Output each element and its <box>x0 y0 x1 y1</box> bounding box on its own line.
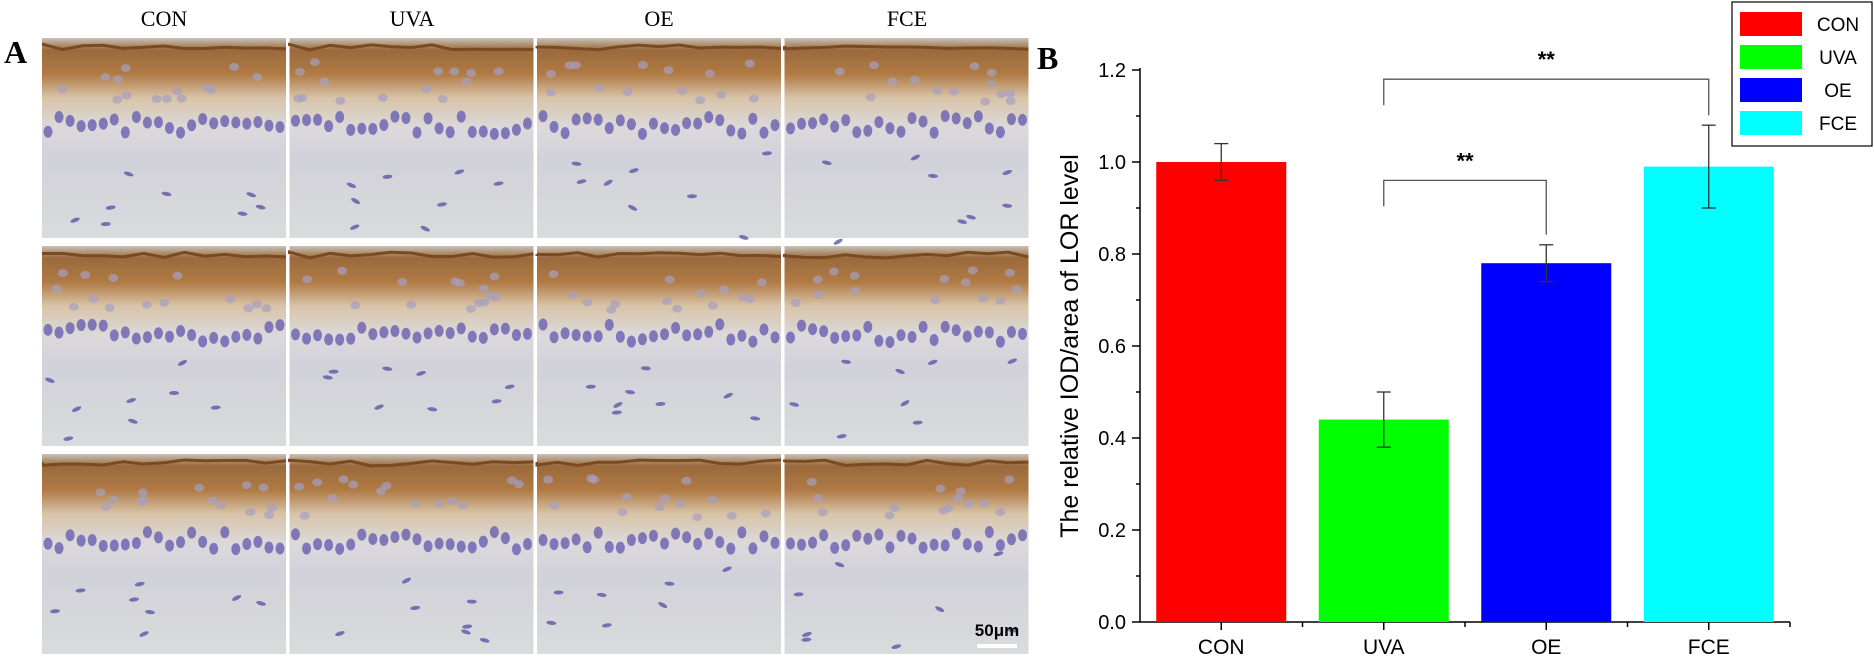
legend-label-fce: FCE <box>1819 114 1857 135</box>
bar-con <box>1156 162 1287 622</box>
column-label-oe: OE <box>644 6 674 31</box>
micrograph-tile-oe-3 <box>535 454 782 654</box>
legend-swatch-uva <box>1740 45 1802 69</box>
significance-bracket <box>1383 179 1547 235</box>
bar-uva <box>1318 419 1449 622</box>
column-label-uva: UVA <box>389 6 435 31</box>
micrograph-tile-fce-2 <box>783 246 1029 446</box>
error-bar-oe <box>1539 244 1554 283</box>
micrograph-tile-uva-2 <box>288 246 534 446</box>
legend-label-con: CON <box>1817 15 1859 36</box>
legend-label-oe: OE <box>1824 81 1851 102</box>
panel-b-letter: B <box>1037 40 1059 76</box>
x-tick-label-fce: FCE <box>1688 636 1730 659</box>
significance-label: ** <box>1456 148 1474 173</box>
micrograph-tile-uva-3 <box>288 454 534 654</box>
y-tick-label: 0.6 <box>1098 336 1126 358</box>
micrograph-tile-oe-1 <box>535 38 782 240</box>
bar-oe <box>1481 263 1612 622</box>
panel-a-letter: A <box>4 34 28 70</box>
micrograph-tile-con-1 <box>42 38 287 238</box>
scale-bar-label: 50μm <box>975 621 1019 640</box>
y-axis-label: The relative IOD/area of LOR level <box>1056 154 1084 538</box>
significance-bracket <box>1383 78 1710 116</box>
x-tick-label-uva: UVA <box>1363 636 1405 659</box>
legend-swatch-oe <box>1740 78 1802 102</box>
legend-label-uva: UVA <box>1819 48 1857 69</box>
error-bar-con <box>1214 142 1229 182</box>
y-tick-label: 0.4 <box>1098 428 1126 450</box>
column-label-fce: FCE <box>886 6 928 31</box>
micrograph-tile-con-3 <box>42 454 287 654</box>
y-tick-label: 0.8 <box>1098 244 1126 266</box>
column-label-con: CON <box>140 6 188 31</box>
micrograph-tile-oe-2 <box>535 246 782 446</box>
x-tick-label-con: CON <box>1198 636 1245 659</box>
micrograph-tile-uva-1 <box>288 38 534 238</box>
error-bar-fce <box>1701 124 1716 209</box>
y-tick-label: 1.2 <box>1098 60 1126 82</box>
micrograph-tile-fce-1 <box>783 38 1029 245</box>
error-bar-uva <box>1376 391 1391 448</box>
legend-swatch-fce <box>1740 111 1802 135</box>
bar-fce <box>1643 166 1774 622</box>
y-tick-label: 0.0 <box>1098 612 1126 634</box>
micrograph-grid: 50μm <box>42 38 1029 654</box>
y-tick-label: 0.2 <box>1098 520 1126 542</box>
micrograph-tile-fce-3 <box>783 454 1029 654</box>
significance-label: ** <box>1538 47 1556 72</box>
scale-bar <box>977 644 1017 648</box>
y-tick-label: 1.0 <box>1098 152 1126 174</box>
legend-swatch-con <box>1740 12 1802 36</box>
micrograph-tile-con-2 <box>42 246 287 446</box>
x-tick-label-oe: OE <box>1531 636 1561 659</box>
bar-chart: 0.0 0.2 0.4 0.6 0.8 1.0 1.2 CON UVA OE FCE ** ** CO… <box>1056 1 1873 659</box>
